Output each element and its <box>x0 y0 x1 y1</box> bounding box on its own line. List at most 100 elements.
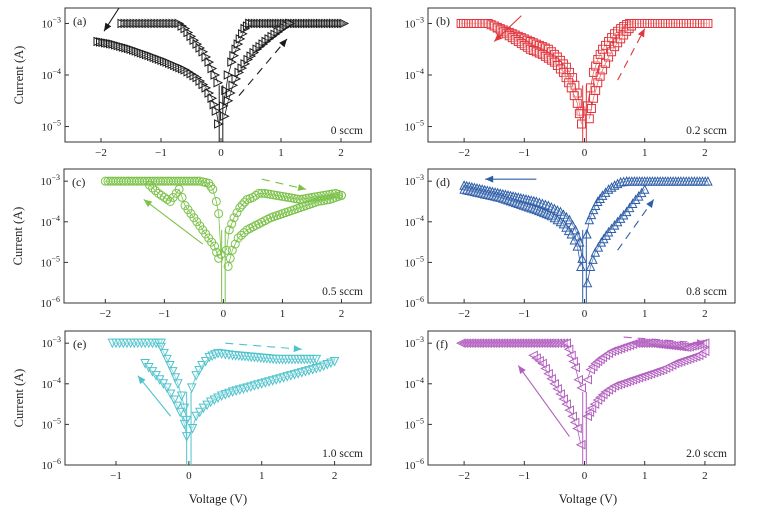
y-axis-title: Current (A) <box>11 207 25 266</box>
data-point <box>552 61 562 71</box>
series-positive-upper <box>221 188 346 255</box>
y-tick-label: 10−4 <box>40 214 60 229</box>
data-point <box>272 190 282 200</box>
data-point <box>492 191 503 202</box>
arrow-head <box>518 365 526 375</box>
data-point <box>498 193 508 203</box>
x-tick-label: 1 <box>259 470 265 482</box>
data-point <box>277 191 287 201</box>
y-tick-label: 10−6 <box>41 457 61 472</box>
dashed-arrow <box>238 38 288 96</box>
y-tick-label: 10−4 <box>41 376 61 391</box>
y-tick-label: 10−5 <box>404 119 424 134</box>
data-point <box>206 181 216 191</box>
data-point <box>177 192 187 202</box>
series-negative-return <box>93 36 224 129</box>
data-point <box>593 242 604 252</box>
data-point <box>561 73 571 83</box>
data-point <box>169 395 180 406</box>
data-point <box>606 223 617 234</box>
data-point <box>191 411 201 422</box>
panel-label: (f) <box>436 337 448 351</box>
dashed-arrow <box>261 178 307 191</box>
data-point <box>224 350 234 360</box>
data-point <box>295 18 305 29</box>
data-point <box>588 254 598 264</box>
panel-d: −2 −1 0 1 2 10−3 10−4 10−5 10−6 (d) 0.8 sccm <box>404 168 736 320</box>
data-point <box>523 201 534 212</box>
data-point <box>141 18 152 29</box>
data-point <box>261 18 272 29</box>
series-line <box>160 347 188 421</box>
x-tick-label: −1 <box>518 308 530 320</box>
data-point <box>214 209 224 219</box>
panel-label: (e) <box>73 337 86 351</box>
data-point <box>269 190 279 200</box>
data-layer <box>100 176 346 303</box>
y-axis-title: Current (A) <box>12 46 26 105</box>
data-point <box>630 194 641 204</box>
data-point <box>555 389 565 399</box>
data-point <box>311 354 322 365</box>
data-point <box>235 203 245 213</box>
data-point <box>321 18 331 29</box>
data-point <box>269 18 280 29</box>
data-point <box>568 356 578 367</box>
data-point <box>168 18 179 29</box>
data-point <box>117 18 128 29</box>
data-point <box>187 423 198 434</box>
data-point <box>639 184 650 194</box>
data-point <box>200 356 211 367</box>
data-point <box>147 18 158 29</box>
data-point <box>505 195 516 206</box>
data-point <box>259 18 269 29</box>
data-point <box>186 383 197 393</box>
data-point <box>258 39 269 49</box>
data-point <box>228 80 239 91</box>
data-point <box>267 31 278 42</box>
data-point <box>598 233 609 244</box>
x-tick-label: 1 <box>278 147 284 159</box>
data-point <box>192 176 202 186</box>
data-point <box>703 176 713 186</box>
data-point <box>230 239 240 249</box>
y-tick-label: 10−3 <box>404 15 424 30</box>
flow-rate-label: 0 sccm <box>331 125 363 137</box>
data-point <box>207 63 218 74</box>
data-point <box>252 44 263 55</box>
data-point <box>537 358 547 369</box>
flow-rate-label: 0.8 sccm <box>686 286 727 298</box>
data-point <box>576 261 586 271</box>
data-point <box>214 253 224 263</box>
data-point <box>229 50 240 61</box>
arrow-head <box>293 345 302 353</box>
solid-arrow <box>517 365 570 437</box>
data-point <box>221 85 231 96</box>
data-point <box>549 378 559 389</box>
solid-arrow <box>493 15 522 42</box>
data-point <box>132 18 143 29</box>
data-point <box>561 338 571 348</box>
data-point <box>582 374 593 385</box>
data-point <box>318 18 329 29</box>
data-point <box>237 200 247 210</box>
data-point <box>572 241 583 251</box>
x-tick-label: 0 <box>221 308 227 320</box>
data-point <box>469 186 480 197</box>
data-point <box>615 213 626 223</box>
series-negative-lower <box>528 350 586 450</box>
data-point <box>467 185 477 196</box>
data-point <box>209 99 220 110</box>
data-point <box>256 18 266 29</box>
x-tick-label: −2 <box>458 147 470 159</box>
x-axis-title-right: Voltage (V) <box>559 492 617 506</box>
data-point <box>564 78 574 88</box>
data-point <box>303 18 313 29</box>
data-point <box>636 187 647 198</box>
data-point <box>273 27 284 37</box>
x-tick-label: −2 <box>458 308 470 320</box>
data-point <box>477 188 487 198</box>
x-tick-label: 2 <box>702 147 708 159</box>
data-point <box>558 67 568 77</box>
